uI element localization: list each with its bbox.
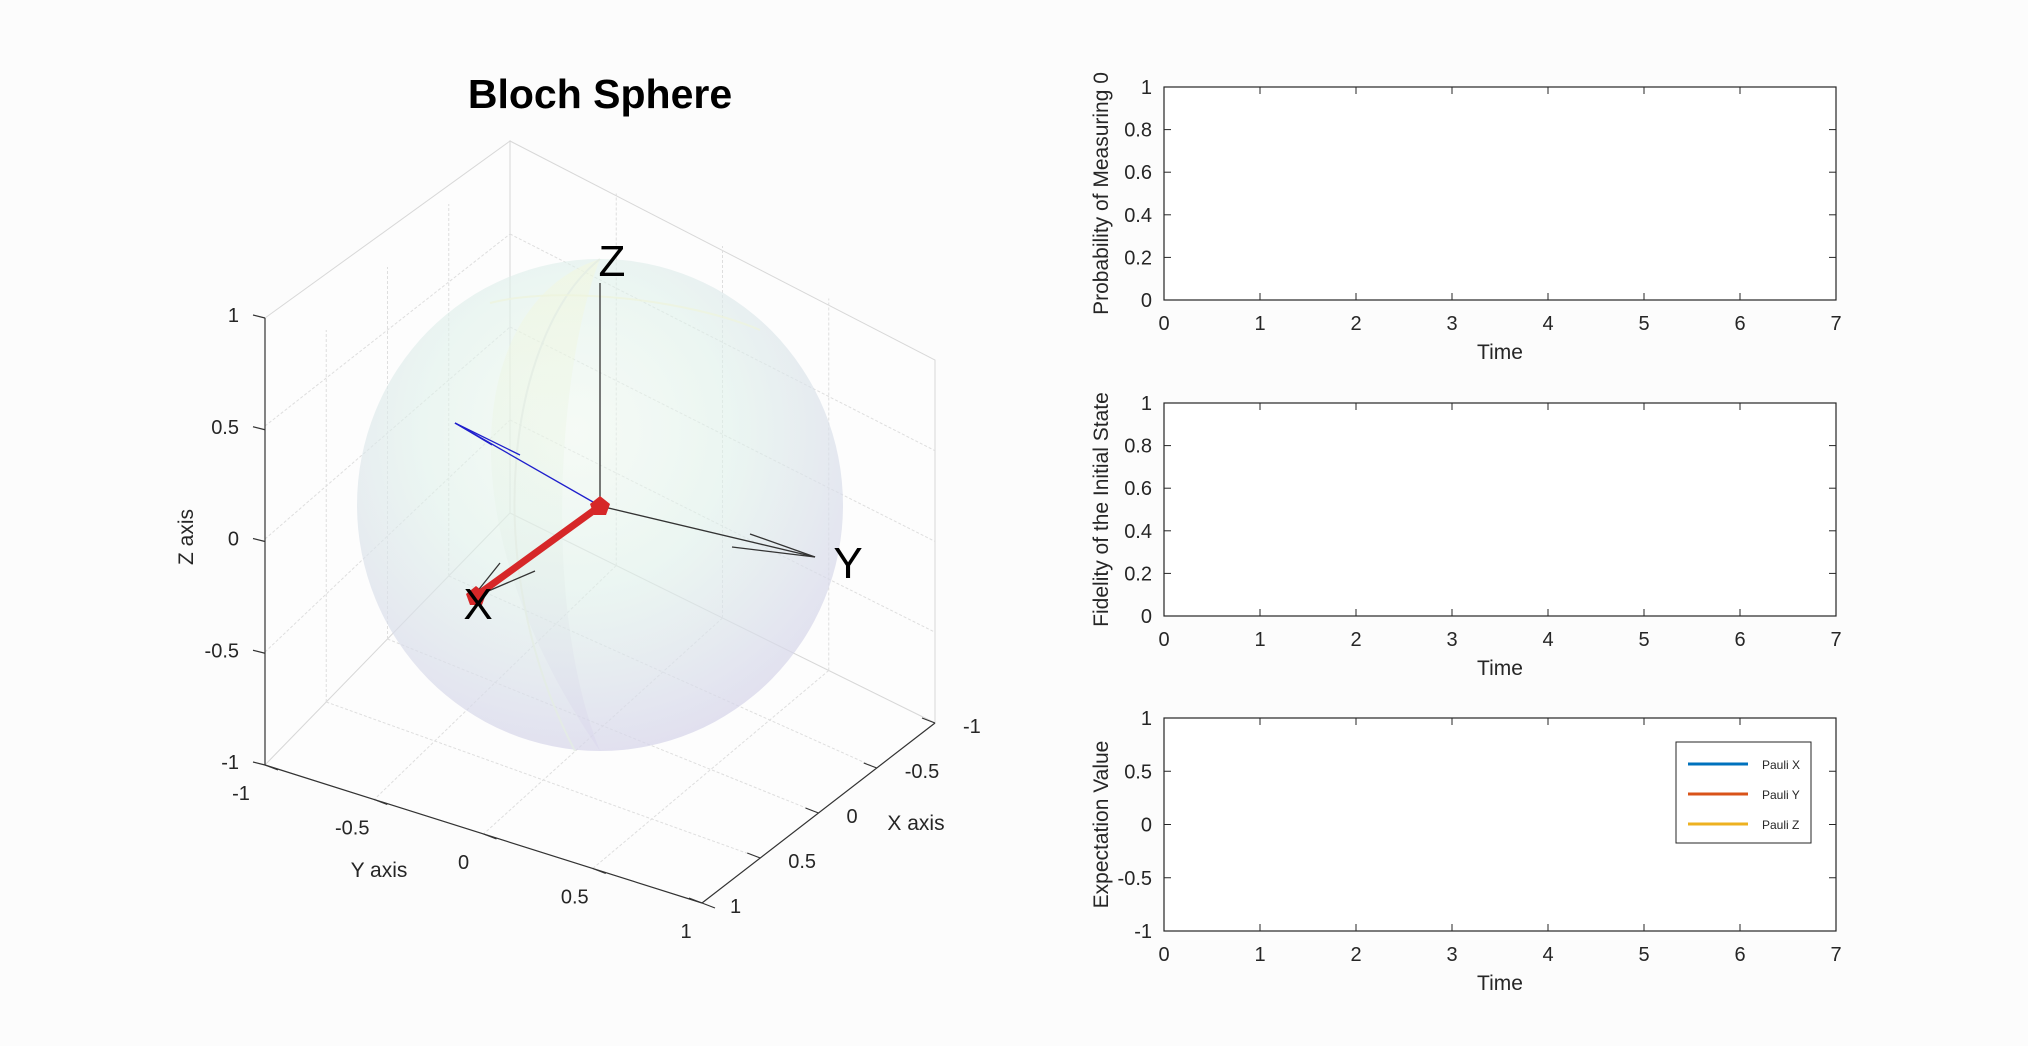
x-tick-label: 1: [730, 896, 741, 918]
x-tick-label: 7: [1830, 944, 1841, 966]
x-tick-label: 7: [1830, 629, 1841, 651]
state-vector: [466, 496, 610, 605]
x-tick-label: 1: [1254, 313, 1265, 335]
legend-entry: Pauli Z: [1762, 818, 1799, 832]
y-tick-label: 0.8: [1124, 436, 1152, 458]
x-tick-label: -0.5: [905, 761, 939, 783]
x-axis-letter: X: [463, 580, 492, 629]
x-tick-label: 6: [1734, 629, 1745, 651]
y-tick-label: -0.5: [1118, 868, 1152, 890]
bloch-ylabel: Y axis: [351, 859, 408, 882]
z-tick-label: 0.5: [211, 417, 239, 439]
y-axis-letter: Y: [833, 539, 862, 588]
x-tick-label: 5: [1638, 629, 1649, 651]
x-axis-label: Time: [1477, 972, 1523, 995]
y-tick-label: -1: [232, 783, 250, 805]
y-tick-label: 0.5: [561, 887, 589, 909]
y-tick-label: 0.5: [1124, 761, 1152, 783]
legend-entry: Pauli Y: [1762, 788, 1800, 802]
z-tick-label: 1: [228, 305, 239, 327]
x-tick-label: 2: [1350, 629, 1361, 651]
y-tick-label: -1: [1134, 921, 1152, 943]
probability-chart: 0 1 2 3 4 5 6 7 0 0.2 0.4 0.6 0.8 1 Time Probability of…: [1090, 72, 1842, 364]
bloch-zlabel: Z axis: [175, 509, 198, 565]
y-tick-label: -0.5: [335, 818, 369, 840]
x-tick-label: 4: [1542, 944, 1553, 966]
expectation-chart: 0 1 2 3 4 5 6 7 -1 -0.5 0 0.5 1 Time Expectation Value…: [1090, 708, 1842, 995]
y-axis-label: Fidelity of the Initial State: [1090, 392, 1113, 627]
x-tick-label: 6: [1734, 944, 1745, 966]
bloch-xlabel: X axis: [887, 812, 944, 835]
fidelity-chart: 0 1 2 3 4 5 6 7 0 0.2 0.4 0.6 0.8 1 Time Fidelity of th…: [1090, 392, 1842, 680]
x-tick-label: 2: [1350, 313, 1361, 335]
y-tick-label: 0.6: [1124, 478, 1152, 500]
x-tick-label: 4: [1542, 313, 1553, 335]
x-tick-label: -1: [963, 716, 981, 738]
y-tick-label: 1: [680, 921, 691, 943]
y-tick-label: 1: [1141, 77, 1152, 99]
x-tick-label: 0: [847, 806, 858, 828]
x-axis-label: Time: [1477, 657, 1523, 680]
x-tick-label: 3: [1446, 629, 1457, 651]
x-tick-label: 0: [1158, 944, 1169, 966]
x-tick-label: 7: [1830, 313, 1841, 335]
legend-entry: Pauli X: [1762, 758, 1800, 772]
z-tick-label: 0: [228, 529, 239, 551]
x-tick-label: 5: [1638, 944, 1649, 966]
y-tick-label: 0.2: [1124, 563, 1152, 585]
x-tick-label: 1: [1254, 944, 1265, 966]
x-tick-label: 4: [1542, 629, 1553, 651]
y-tick-label: 1: [1141, 708, 1152, 730]
x-tick-label: 3: [1446, 313, 1457, 335]
x-tick-label: 0: [1158, 629, 1169, 651]
x-tick-label: 3: [1446, 944, 1457, 966]
secondary-vector: [454, 422, 601, 507]
z-tick-label: -1: [221, 752, 239, 774]
y-tick-label: 0.8: [1124, 120, 1152, 142]
y-tick-label: 0: [1141, 815, 1152, 837]
plot-area: [1163, 86, 1837, 301]
y-tick-label: 0: [1141, 606, 1152, 628]
z-axis-letter: Z: [599, 237, 626, 286]
x-tick-label: 0.5: [788, 851, 816, 873]
bloch-sphere-panel: Bloch Sphere: [175, 71, 981, 943]
z-tick-label: -0.5: [205, 640, 239, 662]
y-tick-label: 0.4: [1124, 521, 1152, 543]
y-tick-label: 0.6: [1124, 162, 1152, 184]
y-axis-arrowhead: [749, 533, 816, 558]
x-tick-label: 1: [1254, 629, 1265, 651]
y-tick-label: 0.2: [1124, 247, 1152, 269]
y-tick-label: 1: [1141, 393, 1152, 415]
y-axis-line: [599, 505, 816, 558]
x-tick-label: 2: [1350, 944, 1361, 966]
y-axis-label: Probability of Measuring 0: [1090, 72, 1113, 315]
y-tick-label: 0: [458, 852, 469, 874]
bloch-ticks: -1 -0.5 0 0.5 1 -1 -0.5 0 0.5 1 -1 -0.5 0 0.5 1: [205, 305, 981, 943]
bloch-title: Bloch Sphere: [468, 71, 732, 117]
plot-area: [1163, 402, 1837, 617]
x-tick-label: 5: [1638, 313, 1649, 335]
x-tick-label: 6: [1734, 313, 1745, 335]
y-tick-label: 0: [1141, 290, 1152, 312]
y-axis-label: Expectation Value: [1090, 741, 1113, 909]
y-tick-label: 0.4: [1124, 205, 1152, 227]
x-tick-label: 0: [1158, 313, 1169, 335]
y-axis-arrowhead-2: [731, 546, 816, 558]
x-axis-label: Time: [1477, 341, 1523, 364]
